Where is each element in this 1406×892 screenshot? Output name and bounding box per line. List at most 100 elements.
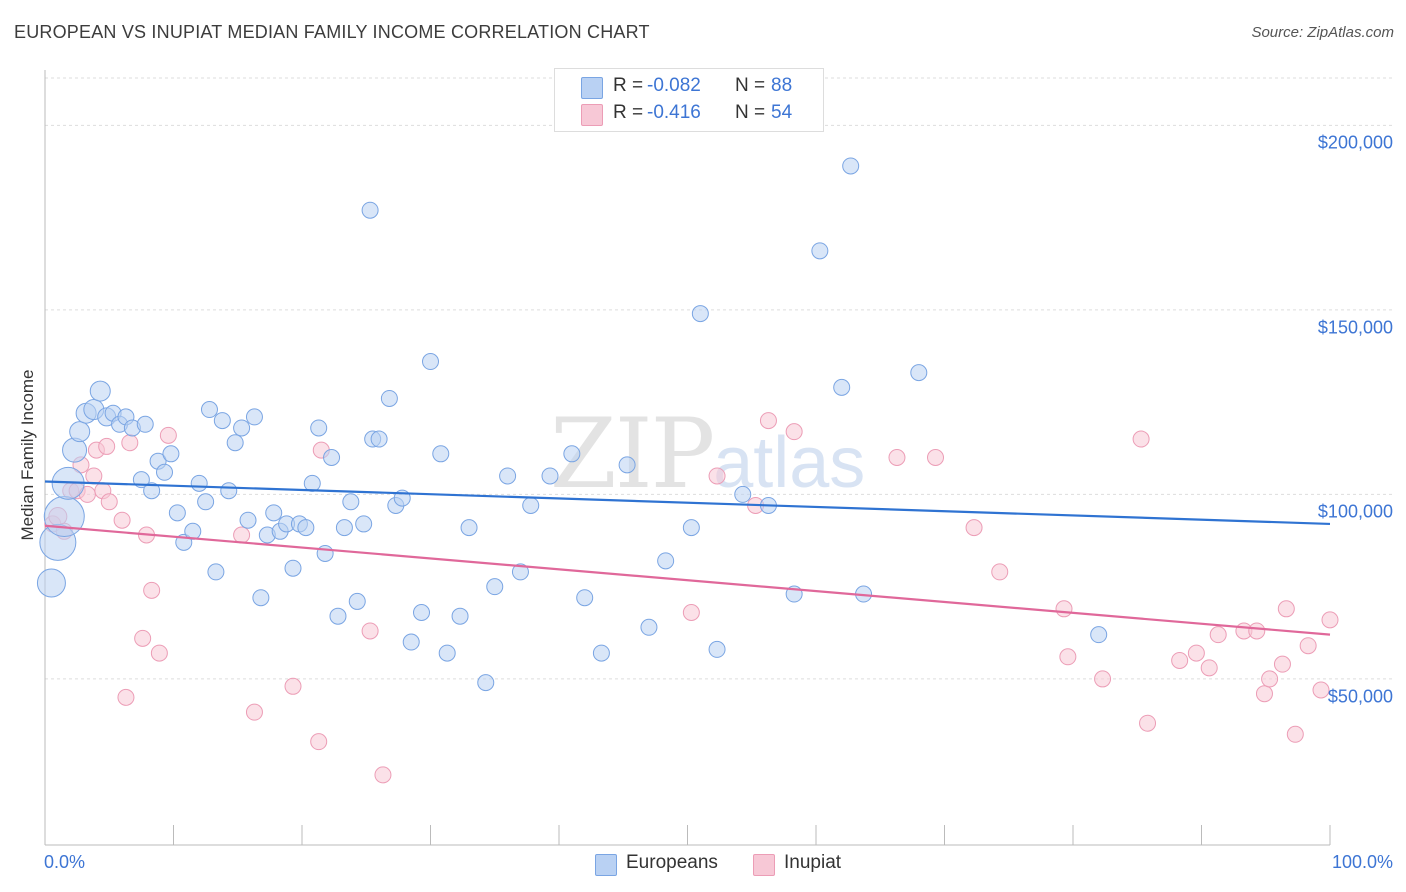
inupiat-point [991, 563, 1009, 581]
legend-r-value: -0.416 [647, 102, 701, 123]
european-point [355, 515, 373, 533]
european-point [220, 482, 238, 500]
european-point [310, 419, 328, 437]
european-point [402, 633, 420, 651]
european-swatch [595, 854, 617, 876]
european-point [226, 434, 244, 452]
inupiat-point [361, 622, 379, 640]
inupiat-point [143, 581, 161, 599]
european-point [213, 412, 231, 430]
european-point [682, 519, 700, 537]
european-point [592, 644, 610, 662]
european-point [89, 380, 111, 402]
european-point [640, 618, 658, 636]
european-point [361, 201, 379, 219]
european-point [576, 589, 594, 607]
european-point [422, 353, 439, 371]
inupiat-points [44, 412, 1339, 784]
legend-n-value: 54 [771, 102, 793, 123]
european-point [348, 592, 366, 610]
european-point [162, 445, 180, 463]
trend-lines [44, 480, 1331, 636]
inupiat-point [1187, 644, 1205, 662]
inupiat-point [233, 526, 251, 544]
european-point [460, 519, 478, 537]
inupiat-point [1321, 611, 1339, 629]
y-axis-label: Median Family Income [18, 369, 37, 541]
european-point [842, 157, 860, 175]
european-point [297, 519, 315, 537]
legend-n-label: N = [735, 102, 766, 123]
inupiat-point [1209, 626, 1227, 644]
european-point [190, 474, 208, 492]
inupiat-point [759, 412, 777, 430]
inupiat-point [98, 437, 116, 455]
european-points [36, 157, 1108, 692]
european-point [541, 467, 559, 485]
european-point [233, 419, 251, 437]
european-point [323, 449, 341, 466]
european-point [329, 607, 347, 625]
correlation-legend: R = -0.082 N = 88 R = -0.416 N = 54 [554, 68, 824, 132]
inupiat-point [682, 604, 700, 621]
grid-lines [45, 77, 1395, 680]
inupiat-point [1255, 685, 1273, 703]
european-point [370, 430, 388, 448]
european-point [252, 589, 270, 607]
european-point [303, 474, 321, 492]
source-credit: Source: ZipAtlas.com [1251, 24, 1394, 41]
european-point [477, 674, 495, 692]
inupiat-point [374, 766, 392, 784]
european-point [486, 578, 504, 596]
european-point [136, 415, 154, 433]
european-point [522, 496, 540, 514]
european-point [657, 552, 675, 570]
european-point [200, 401, 218, 419]
legend-n-label: N = [735, 75, 766, 96]
inupiat-point [150, 644, 168, 662]
chart-title: EUROPEAN VS INUPIAT MEDIAN FAMILY INCOME… [14, 22, 650, 42]
inupiat-point [1132, 430, 1150, 448]
inupiat-point [85, 467, 103, 485]
x-tick-label-min: 0.0% [44, 852, 86, 872]
european-point [265, 504, 283, 522]
inupiat-point [1059, 648, 1077, 666]
european-point [197, 493, 215, 511]
european-point [438, 644, 456, 662]
y-tick-label: $50,000 [1327, 686, 1393, 707]
european-point [69, 421, 91, 443]
inupiat-swatch [753, 854, 775, 876]
inupiat-point [1200, 659, 1218, 677]
european-point [618, 456, 636, 474]
x-tick-label-max: 100.0% [1331, 852, 1393, 872]
legend-r-value: -0.082 [647, 75, 701, 96]
inupiat-trend-line [44, 524, 1331, 636]
legend-r-label: R = [613, 102, 644, 123]
inupiat-point [1286, 725, 1304, 743]
european-point [811, 242, 829, 260]
inupiat-point [1171, 651, 1189, 669]
inupiat-point [121, 434, 139, 452]
european-point [239, 511, 257, 529]
y-tick-label: $150,000 [1317, 317, 1393, 338]
legend-r-label: R = [613, 75, 644, 96]
axes [44, 70, 1331, 846]
inupiat-point [1261, 670, 1279, 688]
european-point [708, 640, 726, 658]
inupiat-point [965, 519, 983, 537]
inupiat-point [134, 629, 152, 647]
inupiat-point [1139, 714, 1157, 732]
european-point [62, 437, 88, 463]
european-point [380, 389, 398, 407]
inupiat-point [310, 733, 328, 751]
inupiat-point [888, 449, 906, 466]
inupiat-point [1055, 600, 1073, 618]
inupiat-point [785, 423, 803, 441]
inupiat-point [1299, 637, 1317, 655]
european-point [413, 604, 431, 621]
inupiat-point [1248, 622, 1266, 640]
inupiat-point [1277, 600, 1295, 618]
european-point [143, 482, 161, 500]
inupiat-point [100, 493, 118, 511]
inupiat-point [245, 703, 263, 721]
